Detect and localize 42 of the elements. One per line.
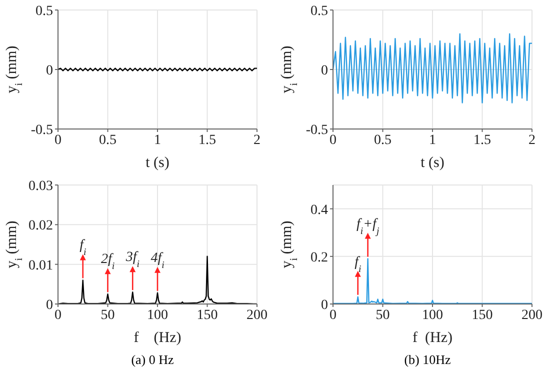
y-tick-label: -0.5: [306, 122, 328, 138]
x-tick-label: 150: [472, 308, 493, 323]
annotation: f$_{i}$: [80, 238, 86, 258]
y-tick-label: 0.01: [28, 258, 53, 274]
x-tick-label: 50: [100, 308, 115, 323]
x-axis-title: t (s): [420, 155, 444, 171]
y-tick-label: 0.03: [28, 178, 53, 194]
annotation: f$_{i}$: [354, 254, 362, 274]
x-axis-title: t (s): [146, 155, 170, 171]
line-series: [333, 33, 532, 104]
y-tick-label: 0.4: [310, 202, 328, 218]
y-tick-label: 0: [46, 63, 53, 78]
x-tick-label: 150: [196, 308, 218, 323]
annotation: 2f$_{i}$: [100, 252, 115, 272]
y-tick-label: 0.02: [28, 218, 53, 234]
x-tick-label: 2: [254, 132, 260, 148]
x-tick-label: 1.5: [198, 132, 216, 148]
x-tick-label: 1.5: [474, 132, 491, 148]
annotation: 3f$_{i}$: [124, 250, 140, 270]
text: (a) 0 Hz: [130, 352, 175, 368]
x-tick-label: 0.5: [374, 132, 392, 148]
x-tick-label: 50: [376, 308, 390, 323]
y-tick-label: 0: [46, 298, 53, 313]
x-tick-label: 200: [522, 308, 542, 323]
x-tick-label: 100: [147, 308, 168, 323]
x-tick-label: 100: [422, 308, 443, 323]
annotation: f$_{i}$+f$_{j}$: [356, 216, 380, 236]
annotation: 4f$_{i}$: [150, 250, 165, 270]
y-tick-label: -0.5: [30, 122, 53, 138]
x-tick-label: 2: [528, 132, 536, 148]
x-tick-label: 1: [154, 132, 161, 148]
x-tick-label: 1: [429, 132, 436, 148]
y-tick-label: 0: [321, 298, 328, 313]
y-tick-label: 0.5: [310, 4, 328, 19]
x-tick-label: 0.5: [99, 132, 116, 148]
y-tick-label: 0.5: [36, 4, 53, 19]
x-axis-title: f (Hz): [412, 330, 452, 346]
x-tick-label: 200: [246, 308, 268, 323]
y-tick-label: 0: [321, 63, 328, 78]
x-axis-title: f (Hz): [134, 330, 182, 346]
y-tick-label: 0.2: [310, 250, 328, 266]
text: (b) 10Hz: [403, 352, 452, 368]
